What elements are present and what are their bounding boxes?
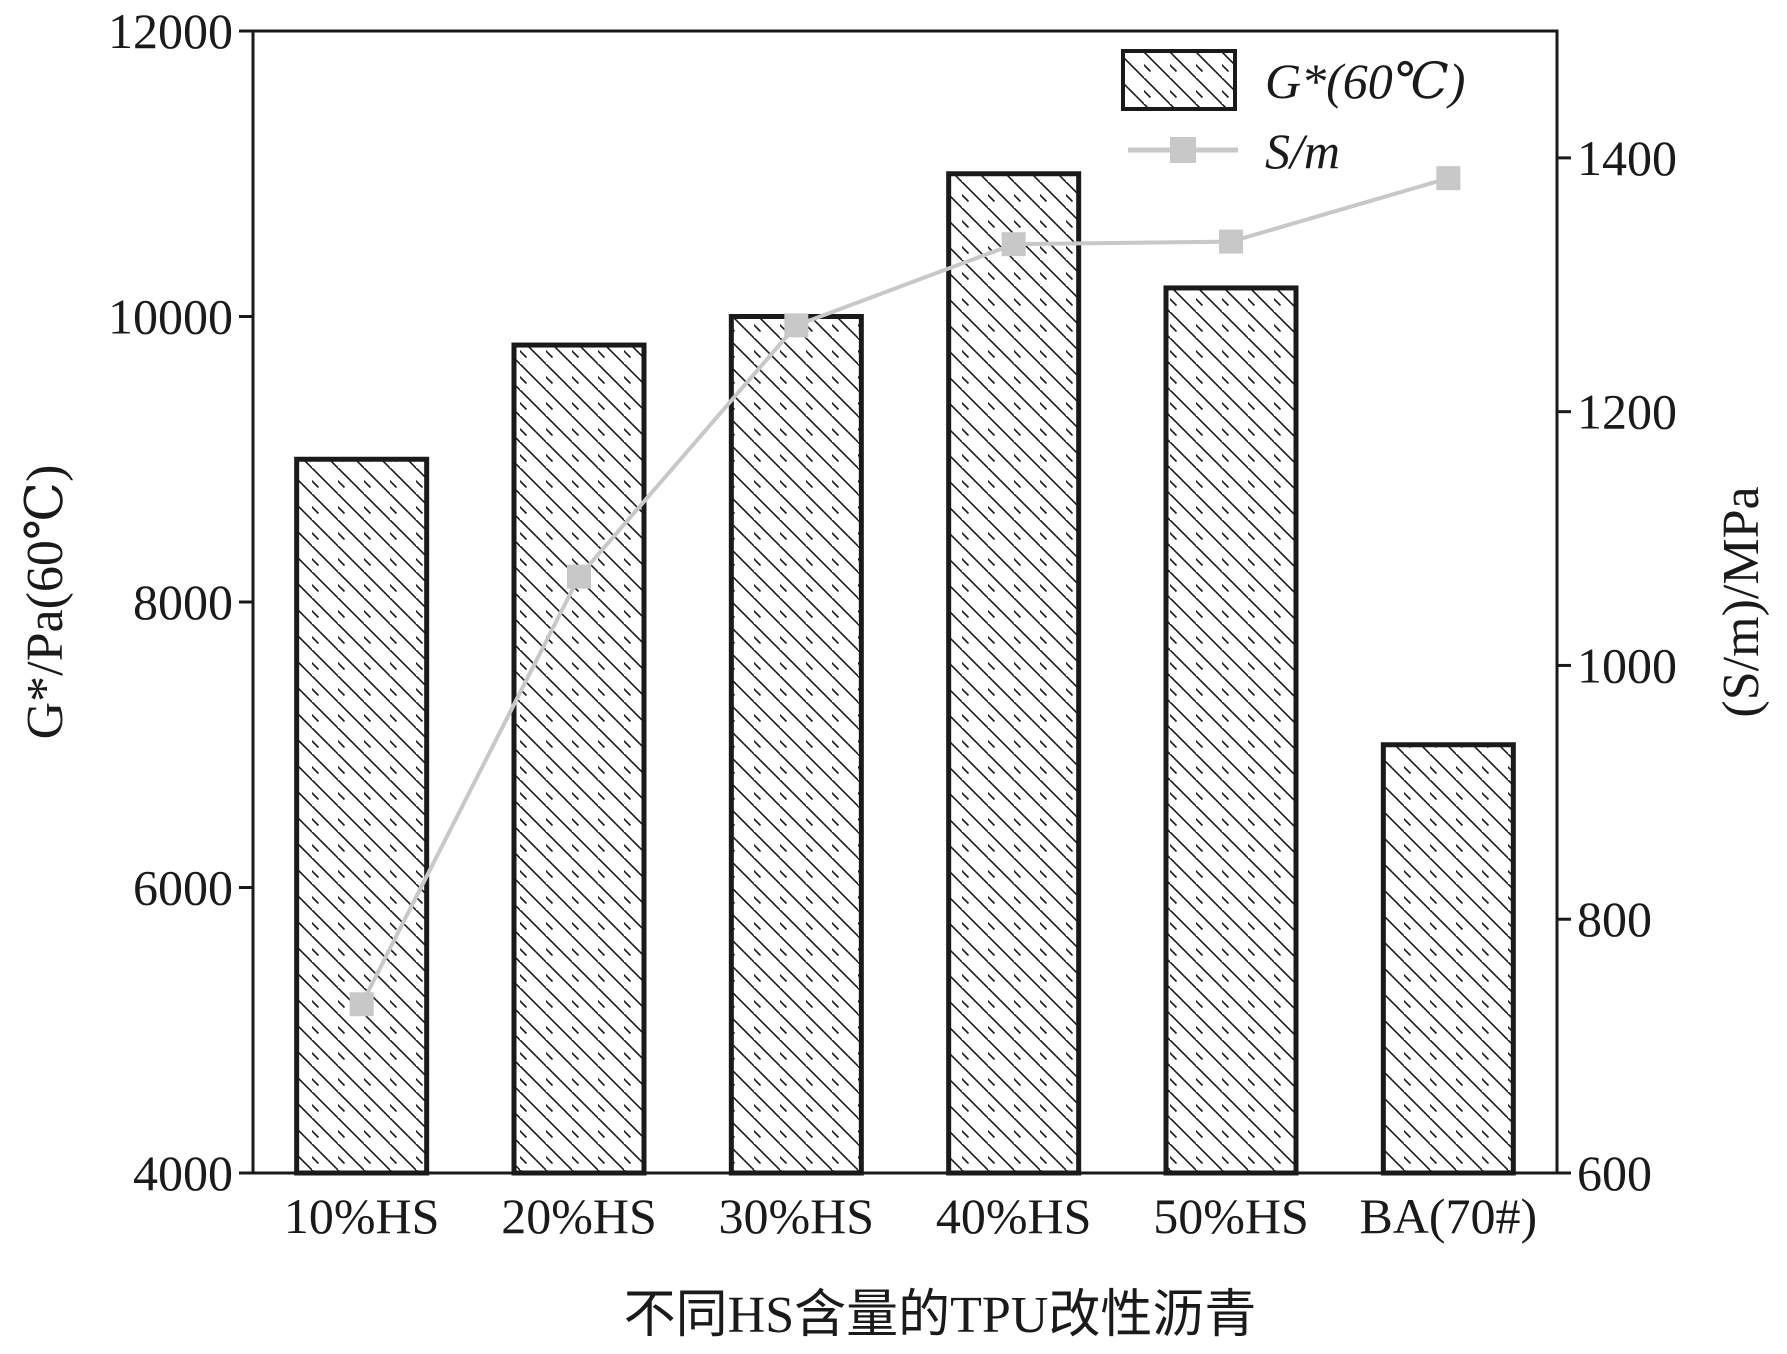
y-tick-label: 12000 [108, 3, 233, 59]
bar-50%HS [1163, 285, 1299, 1176]
x-tick-label: BA(70#) [1359, 1188, 1537, 1244]
x-axis-ticks: 10%HS 20%HS 30%HS 40%HS 50%HS BA(70#) [284, 1188, 1537, 1244]
y-axis-title: G*/Pa(60℃) [17, 465, 74, 740]
x-tick-label: 20%HS [501, 1188, 657, 1244]
right-axis-ticks: 600 800 1000 1200 1400 [1557, 130, 1677, 1201]
line-path [359, 176, 1449, 1006]
y2-tick-label: 1400 [1577, 130, 1677, 186]
line-point-BA(70#) [1436, 166, 1461, 191]
y-tick-label: 4000 [133, 1145, 233, 1201]
line-point-30%HS [784, 313, 809, 338]
legend-line-label: S/m [1265, 123, 1340, 179]
bar-40%HS [946, 171, 1082, 1176]
x-tick-label: 10%HS [284, 1188, 440, 1244]
bar-30%HS [728, 314, 864, 1176]
line-point-40%HS [1001, 232, 1026, 257]
y-tick-label: 10000 [108, 289, 233, 345]
legend-line-marker [1170, 137, 1196, 163]
line-series [349, 166, 1461, 1017]
y2-tick-label: 1200 [1577, 384, 1677, 440]
line-point-50%HS [1219, 229, 1243, 254]
legend-bar-label: G*(60℃) [1265, 53, 1465, 109]
y2-tick-label: 600 [1577, 1145, 1652, 1201]
bar-series [294, 171, 1516, 1176]
bar-20%HS [511, 342, 647, 1176]
legend-bar-swatch [1121, 49, 1237, 111]
y2-axis-title: (S/m)/MPa [1713, 486, 1770, 717]
bar-10%HS [294, 456, 430, 1176]
line-point-20%HS [567, 564, 591, 589]
plot-area: 4000 6000 8000 10000 12000 600 800 1000 1200 140… [108, 3, 1677, 1244]
bar-BA(70#) [1380, 742, 1516, 1176]
y-tick-label: 8000 [133, 574, 233, 630]
line-point-10%HS [349, 992, 374, 1017]
y2-tick-label: 1000 [1577, 637, 1677, 693]
left-axis-ticks: 4000 6000 8000 10000 12000 [108, 3, 253, 1201]
y2-tick-label: 800 [1577, 891, 1652, 947]
legend: G*(60℃) S/m [1121, 49, 1465, 179]
x-tick-label: 40%HS [936, 1188, 1092, 1244]
x-axis-title: 不同HS含量的TPU改性沥青 [624, 1287, 1257, 1344]
y-tick-label: 6000 [133, 860, 233, 916]
x-tick-label: 30%HS [719, 1188, 875, 1244]
x-tick-label: 50%HS [1153, 1188, 1309, 1244]
